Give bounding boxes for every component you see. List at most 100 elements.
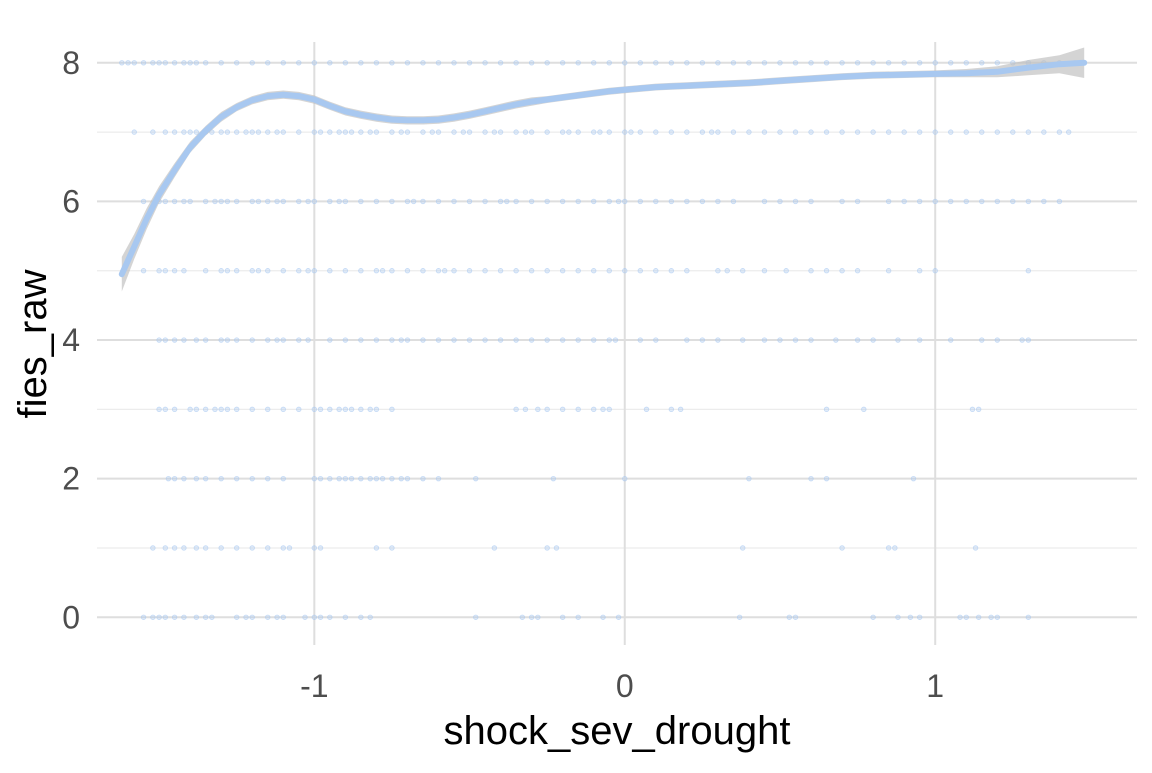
data-point: [218, 406, 224, 413]
data-point: [327, 268, 333, 274]
data-point: [730, 129, 737, 135]
data-point: [140, 614, 147, 620]
data-point: [957, 614, 963, 620]
data-point: [193, 475, 200, 482]
data-point: [591, 198, 597, 205]
data-point: [131, 60, 137, 66]
smooth-line: [118, 59, 1088, 278]
data-point: [699, 60, 706, 66]
data-point: [311, 614, 318, 620]
data-point: [761, 129, 768, 135]
data-point: [1019, 337, 1025, 343]
data-point: [187, 198, 193, 205]
data-point: [212, 198, 218, 205]
data-point: [559, 268, 566, 274]
data-point: [792, 198, 799, 205]
data-point: [249, 129, 255, 135]
data-point: [550, 475, 557, 482]
data-point: [171, 129, 178, 135]
data-point: [606, 129, 612, 135]
data-point: [948, 337, 954, 343]
data-point: [975, 406, 982, 413]
data-point: [342, 129, 349, 135]
data-point: [379, 268, 386, 274]
data-point: [435, 337, 442, 343]
data-point: [358, 614, 364, 620]
data-point: [870, 614, 876, 620]
data-point: [761, 337, 768, 343]
data-point: [342, 337, 349, 343]
data-point: [249, 406, 255, 413]
data-point: [559, 614, 566, 620]
data-point: [125, 60, 131, 66]
data-point: [969, 406, 976, 413]
data-point: [684, 60, 690, 66]
data-point: [317, 545, 324, 551]
data-point: [466, 198, 473, 205]
data-point: [404, 129, 411, 135]
data-point: [854, 60, 861, 66]
data-point: [1010, 198, 1016, 205]
data-point: [296, 406, 302, 413]
data-point: [513, 198, 519, 205]
data-point: [367, 406, 373, 413]
data-point: [373, 198, 380, 205]
y-tick-label: 0: [62, 599, 80, 635]
data-point: [181, 268, 187, 274]
data-point: [746, 60, 752, 66]
data-point: [193, 614, 200, 620]
data-point: [979, 198, 985, 205]
data-point: [994, 337, 1000, 343]
data-point: [162, 60, 168, 66]
data-point: [187, 406, 193, 413]
data-point: [311, 406, 318, 413]
data-point: [367, 129, 373, 135]
data-point: [513, 129, 519, 135]
data-point: [358, 60, 364, 66]
data-point: [280, 60, 286, 66]
data-point: [156, 406, 162, 413]
data-point: [249, 337, 255, 343]
data-point: [296, 268, 302, 274]
data-point: [792, 129, 799, 135]
data-point: [972, 545, 979, 551]
data-point: [653, 129, 659, 135]
data-point: [367, 475, 373, 482]
data-point: [265, 337, 271, 343]
data-point: [420, 129, 426, 135]
data-point: [1025, 614, 1032, 620]
data-point: [612, 337, 619, 343]
y-tick-label: 6: [62, 183, 80, 219]
data-point: [187, 129, 193, 135]
data-point: [597, 129, 603, 135]
data-point: [730, 198, 737, 205]
data-point: [901, 60, 907, 66]
data-point: [336, 475, 342, 482]
data-point: [699, 129, 706, 135]
y-tick-label: 2: [62, 461, 80, 497]
data-point: [234, 614, 240, 620]
data-point: [373, 129, 380, 135]
data-point: [746, 475, 752, 482]
data-point: [473, 614, 479, 620]
data-point: [482, 268, 488, 274]
data-point: [265, 475, 271, 482]
data-point: [628, 129, 634, 135]
data-point: [373, 268, 380, 274]
data-point: [305, 268, 311, 274]
data-point: [482, 129, 488, 135]
x-axis-label: shock_sev_drought: [444, 709, 791, 753]
data-point: [668, 60, 675, 66]
data-point: [637, 198, 643, 205]
data-point: [916, 198, 923, 205]
data-point: [979, 129, 985, 135]
x-tick-label: 0: [616, 668, 634, 704]
data-point: [373, 337, 380, 343]
data-point: [317, 406, 324, 413]
data-point: [404, 268, 411, 274]
data-point: [466, 129, 473, 135]
data-point: [162, 268, 168, 274]
data-point: [715, 268, 721, 274]
data-point: [653, 60, 659, 66]
